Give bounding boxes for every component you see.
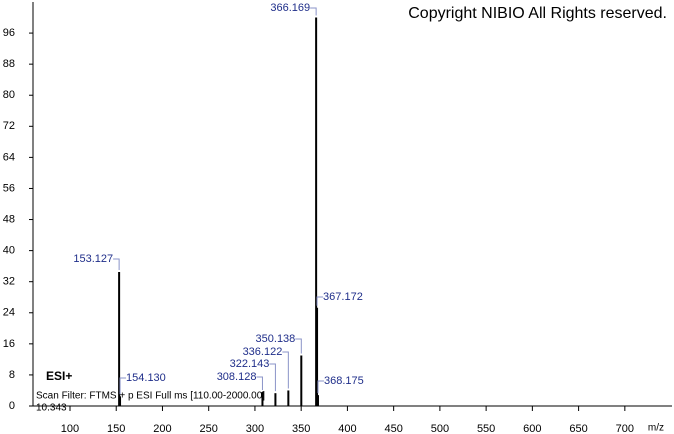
- x-tick-label: 550: [477, 423, 495, 434]
- peak-label: 308.128: [217, 371, 257, 383]
- y-tick-label: 48: [3, 213, 15, 225]
- y-tick-label: 96: [3, 27, 15, 39]
- label-connector: [113, 258, 120, 270]
- x-tick-label: 400: [338, 423, 356, 434]
- x-tick-label: 150: [107, 423, 125, 434]
- peak-label: 336.122: [243, 346, 283, 358]
- x-tick-label: 300: [246, 423, 264, 434]
- x-tick-label: 500: [431, 423, 449, 434]
- label-connector: [316, 296, 324, 306]
- y-tick-label: 88: [3, 58, 15, 70]
- x-tick-label: 100: [61, 423, 79, 434]
- x-tick-label: 450: [384, 423, 402, 434]
- x-tick-label: 350: [292, 423, 310, 434]
- peak-label: 153.127: [73, 253, 113, 265]
- label-connector: [310, 7, 317, 16]
- y-tick-label: 40: [3, 245, 15, 257]
- x-tick-label: 600: [523, 423, 541, 434]
- ionization: ESI+: [46, 369, 72, 383]
- peak-label: 350.138: [256, 333, 296, 345]
- label-connector: [317, 380, 324, 394]
- peak-label: 368.175: [324, 375, 364, 387]
- x-axis-label: m/z: [648, 423, 664, 434]
- label-connector: [119, 377, 127, 395]
- y-tick-label: 56: [3, 182, 15, 194]
- y-tick-label: 24: [3, 307, 15, 319]
- peak-label: 322.143: [230, 358, 270, 370]
- label-connector: [282, 351, 289, 389]
- y-tick-label: 8: [9, 369, 15, 381]
- y-tick-label: 80: [3, 89, 15, 101]
- x-tick-label: 650: [569, 423, 587, 434]
- y-tick-label: 16: [3, 338, 15, 350]
- label-connector: [256, 376, 263, 391]
- peak-label: 367.172: [323, 291, 363, 303]
- y-tick-label: 72: [3, 120, 15, 132]
- x-tick-label: 700: [616, 423, 634, 434]
- peak-label: 366.169: [270, 2, 310, 14]
- y-tick-label: 0: [9, 400, 15, 412]
- y-tick-label: 64: [3, 151, 15, 163]
- x-tick-label: 250: [200, 423, 218, 434]
- y-tick-label: 32: [3, 276, 15, 288]
- retention-time: 10.343: [36, 403, 67, 414]
- scan-filter: Scan Filter: FTMS + p ESI Full ms [110.0…: [36, 391, 265, 402]
- copyright: Copyright NIBIO All Rights reserved.: [408, 5, 667, 22]
- peak-label: 154.130: [126, 372, 166, 384]
- x-tick-label: 200: [153, 423, 171, 434]
- label-connector: [295, 338, 302, 354]
- label-connector: [269, 363, 276, 392]
